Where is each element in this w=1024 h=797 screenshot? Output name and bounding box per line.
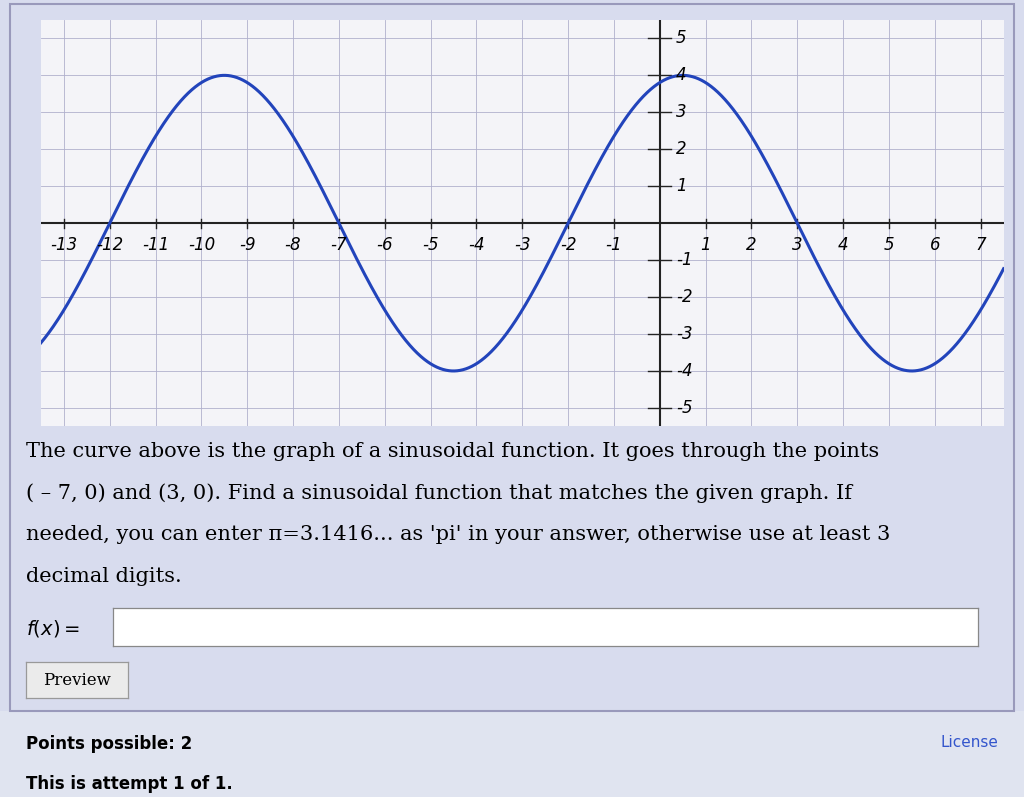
Text: needed, you can enter π=3.1416... as 'pi' in your answer, otherwise use at least: needed, you can enter π=3.1416... as 'pi… bbox=[26, 525, 890, 544]
Text: -13: -13 bbox=[50, 236, 78, 254]
Text: -11: -11 bbox=[142, 236, 169, 254]
Text: -1: -1 bbox=[605, 236, 623, 254]
Text: Points possible: 2: Points possible: 2 bbox=[26, 735, 191, 753]
Text: -7: -7 bbox=[331, 236, 347, 254]
Text: -2: -2 bbox=[676, 288, 692, 306]
Text: 4: 4 bbox=[838, 236, 849, 254]
Text: -12: -12 bbox=[96, 236, 123, 254]
Text: 5: 5 bbox=[676, 29, 686, 47]
Text: This is attempt 1 of 1.: This is attempt 1 of 1. bbox=[26, 775, 232, 794]
Text: decimal digits.: decimal digits. bbox=[26, 567, 181, 586]
Text: -6: -6 bbox=[377, 236, 393, 254]
Text: -1: -1 bbox=[676, 251, 692, 269]
Text: 2: 2 bbox=[746, 236, 757, 254]
Text: 3: 3 bbox=[792, 236, 803, 254]
Text: -5: -5 bbox=[422, 236, 439, 254]
Text: $f(x) =$: $f(x) =$ bbox=[26, 618, 80, 638]
Text: -3: -3 bbox=[676, 325, 692, 343]
Text: 1: 1 bbox=[676, 177, 686, 195]
Text: License: License bbox=[940, 735, 998, 750]
Text: The curve above is the graph of a sinusoidal function. It goes through the point: The curve above is the graph of a sinuso… bbox=[26, 442, 879, 461]
Text: -9: -9 bbox=[239, 236, 256, 254]
Text: -2: -2 bbox=[560, 236, 577, 254]
Text: -5: -5 bbox=[676, 399, 692, 417]
Text: 5: 5 bbox=[884, 236, 894, 254]
Text: 1: 1 bbox=[700, 236, 711, 254]
Text: ( – 7, 0) and (3, 0). Find a sinusoidal function that matches the given graph. I: ( – 7, 0) and (3, 0). Find a sinusoidal … bbox=[26, 484, 852, 504]
Text: -8: -8 bbox=[285, 236, 301, 254]
Text: 3: 3 bbox=[676, 104, 686, 121]
Text: 7: 7 bbox=[975, 236, 986, 254]
Text: Preview: Preview bbox=[43, 672, 111, 689]
Text: -3: -3 bbox=[514, 236, 530, 254]
Text: 6: 6 bbox=[930, 236, 940, 254]
Text: -4: -4 bbox=[676, 362, 692, 380]
Text: -10: -10 bbox=[187, 236, 215, 254]
Text: -4: -4 bbox=[468, 236, 484, 254]
Text: 2: 2 bbox=[676, 140, 686, 159]
Text: 4: 4 bbox=[676, 66, 686, 84]
